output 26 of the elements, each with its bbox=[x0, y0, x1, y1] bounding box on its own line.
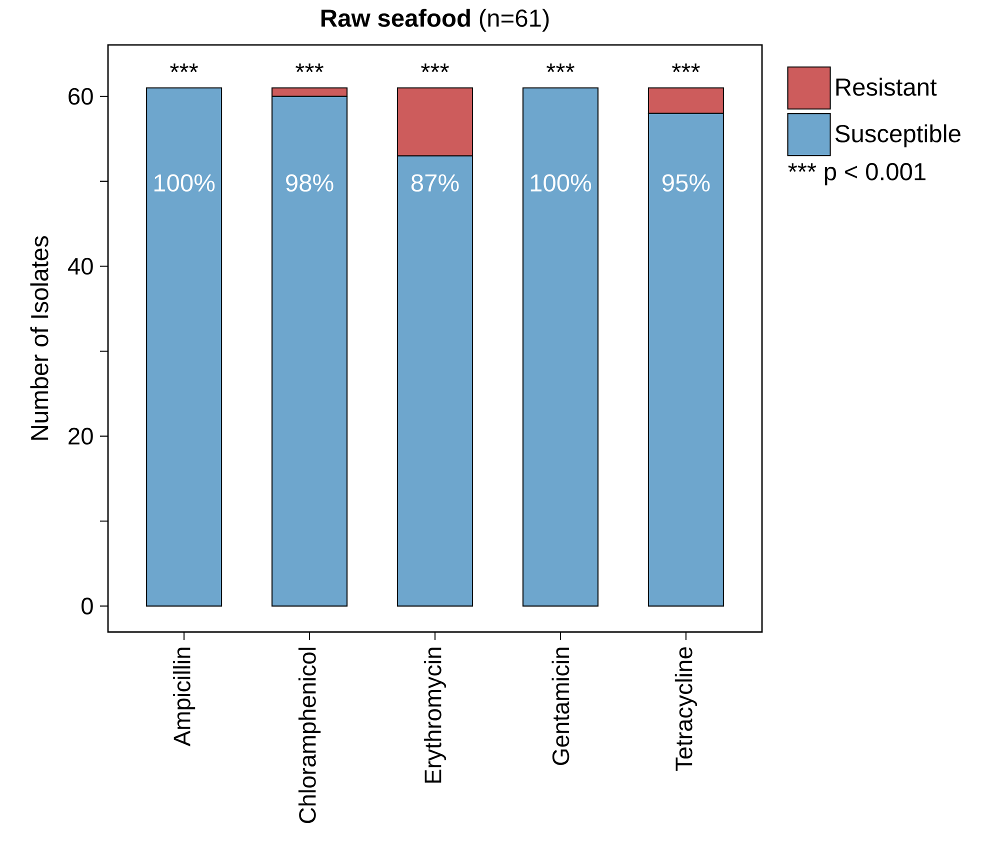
annotation: 95% bbox=[662, 174, 710, 192]
y-tick-label: 40 bbox=[68, 258, 93, 275]
annotation: *** bbox=[672, 64, 700, 72]
x-tick-label: Gentamicin bbox=[552, 648, 570, 765]
x-tick-label: Erythromycin bbox=[424, 648, 446, 783]
text: *** p < 0.001 bbox=[788, 162, 926, 186]
annotation: *** bbox=[170, 64, 198, 72]
bar bbox=[146, 87, 222, 607]
y-tick-label: 0 bbox=[82, 598, 93, 614]
y-axis-title: Number of Isolates bbox=[30, 236, 48, 440]
legend-label: Resistant bbox=[836, 78, 937, 96]
x-tick-label: Tetracycline bbox=[674, 647, 698, 771]
annotation: *** bbox=[546, 64, 574, 72]
y-tick-label: 20 bbox=[68, 428, 93, 445]
annotation: 87% bbox=[411, 174, 459, 192]
y-tick-label: 60 bbox=[68, 88, 93, 105]
annotation: 100% bbox=[530, 174, 592, 192]
chart-title: Raw seafood (n=61) bbox=[321, 8, 549, 32]
annotation: 100% bbox=[154, 174, 215, 192]
annotation: 98% bbox=[286, 174, 334, 192]
annotation: *** bbox=[296, 64, 324, 72]
bar bbox=[522, 87, 599, 607]
annotation: *** bbox=[421, 64, 449, 72]
x-tick-label: Ampicillin bbox=[172, 648, 196, 746]
legend-label: Susceptible bbox=[835, 124, 960, 148]
x-tick-label: Chloramphenicol bbox=[298, 648, 321, 823]
